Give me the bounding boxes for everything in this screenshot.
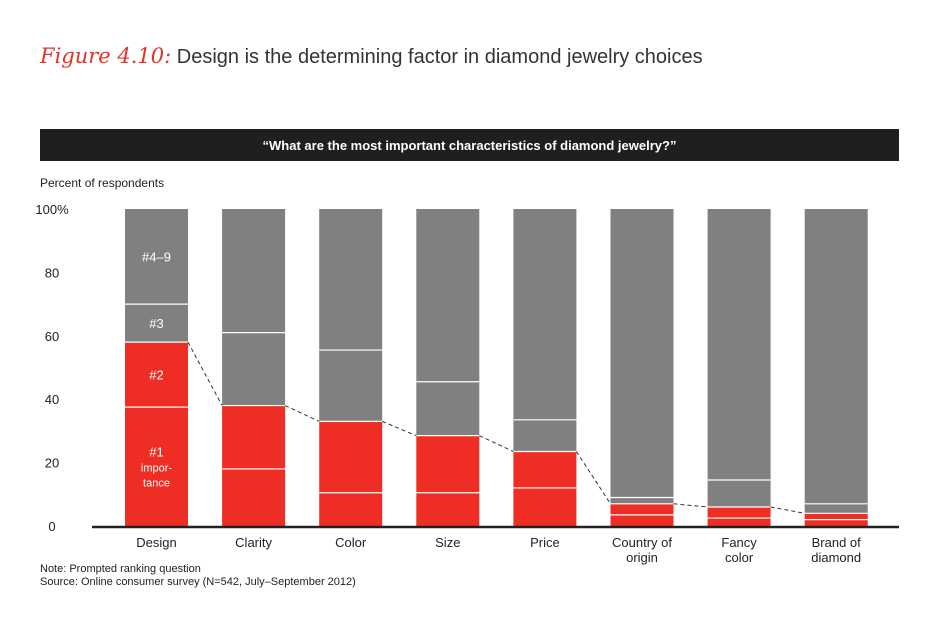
category-label: Design bbox=[136, 535, 176, 550]
bar-segment bbox=[416, 381, 480, 436]
bar-segment bbox=[416, 209, 480, 382]
figure-title-text: Design is the determining factor in diam… bbox=[176, 46, 703, 68]
chart-notes: Note: Prompted ranking question Source: … bbox=[40, 563, 356, 589]
segment-label: #3 bbox=[149, 316, 163, 331]
segment-label: impor- bbox=[141, 463, 173, 475]
category-label: color bbox=[725, 550, 754, 565]
category-label: Size bbox=[435, 535, 460, 550]
category-label: Country of bbox=[612, 535, 672, 550]
y-axis-title: Percent of respondents bbox=[40, 176, 165, 190]
y-tick-label: 40 bbox=[45, 392, 59, 407]
bar-segment bbox=[610, 503, 674, 515]
bar-segment bbox=[804, 503, 868, 514]
category-label: diamond bbox=[811, 550, 861, 565]
y-tick-label: 80 bbox=[45, 265, 59, 280]
segment-label: #2 bbox=[149, 368, 163, 383]
bar-segment bbox=[707, 480, 771, 507]
category-label: Fancy bbox=[721, 535, 757, 550]
bar-segment bbox=[125, 304, 188, 343]
y-tick-label: 20 bbox=[45, 456, 59, 471]
category-label: Price bbox=[530, 535, 560, 550]
segment-label: tance bbox=[143, 478, 170, 490]
bar-segment bbox=[125, 342, 188, 408]
bar-segment bbox=[125, 209, 188, 305]
bar-segment bbox=[513, 209, 577, 420]
bar-segment bbox=[610, 497, 674, 504]
bar-segment bbox=[222, 332, 286, 406]
bar-segment bbox=[222, 468, 286, 526]
y-tick-label: 100% bbox=[35, 202, 69, 217]
bar-segment bbox=[513, 487, 577, 526]
category-label: Brand of bbox=[812, 535, 862, 550]
bar-segment bbox=[610, 209, 674, 498]
y-tick-label: 60 bbox=[45, 329, 59, 344]
segment-label: #1 bbox=[149, 445, 163, 460]
figure-title: Figure 4.10: Design is the determining f… bbox=[40, 44, 703, 69]
bar-segment bbox=[222, 209, 286, 333]
note-text: Note: Prompted ranking question bbox=[40, 563, 201, 575]
bar-segment bbox=[319, 421, 383, 493]
bar-segment bbox=[319, 350, 383, 422]
bar-segment bbox=[222, 405, 286, 469]
bar-segment bbox=[319, 492, 383, 526]
bar-segment bbox=[416, 492, 480, 526]
bar-segment bbox=[707, 506, 771, 519]
bar-segment bbox=[416, 435, 480, 493]
segment-label: #4–9 bbox=[142, 250, 171, 265]
figure-label: Figure 4.10: bbox=[40, 44, 172, 68]
category-label: Color bbox=[335, 535, 367, 550]
y-tick-label: 0 bbox=[48, 519, 55, 534]
source-text: Source: Online consumer survey (N=542, J… bbox=[40, 576, 356, 588]
bar-segment bbox=[513, 419, 577, 452]
bar-segment bbox=[707, 209, 771, 481]
category-label: Clarity bbox=[235, 535, 272, 550]
bar-segment bbox=[804, 209, 868, 504]
bar-segment bbox=[707, 518, 771, 526]
bar-segment bbox=[804, 513, 868, 520]
question-banner: “What are the most important characteris… bbox=[40, 129, 899, 161]
bar-segment bbox=[804, 519, 868, 526]
bar-segment bbox=[319, 209, 383, 351]
trend-connector bbox=[187, 341, 805, 514]
category-label: origin bbox=[626, 550, 658, 565]
bar-segment bbox=[610, 514, 674, 526]
bar-segment bbox=[125, 407, 188, 526]
bar-segment bbox=[513, 451, 577, 488]
